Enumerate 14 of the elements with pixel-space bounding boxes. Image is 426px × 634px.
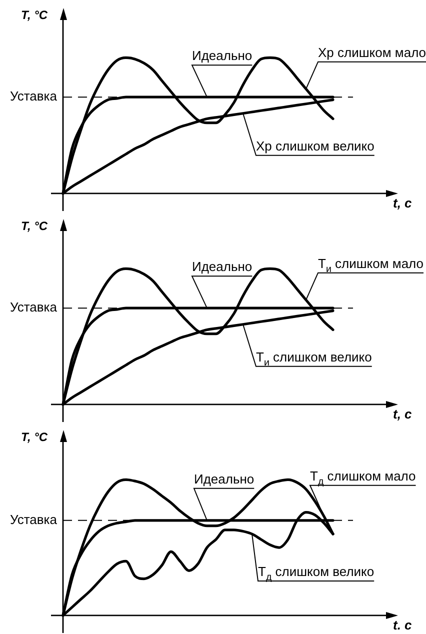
text: Идеально <box>192 259 252 274</box>
x-axis-title: t. c <box>393 617 413 632</box>
y-axis-title: T, °C <box>21 219 48 233</box>
x-axis-title: t, c <box>393 195 413 210</box>
ref-line-label: Уставка <box>10 512 58 528</box>
text: Xp слишком мало <box>318 44 426 60</box>
text: Xp слишком велико <box>256 138 374 154</box>
text: Идеально <box>194 471 254 486</box>
ref-line-label: Уставка <box>10 88 58 104</box>
y-axis-title: T, °C <box>21 430 48 444</box>
ref-line-label: Уставка <box>10 300 58 315</box>
y-axis-title: T, °C <box>21 8 48 22</box>
text: Идеально <box>192 48 252 64</box>
x-axis-title: t, c <box>393 406 413 422</box>
